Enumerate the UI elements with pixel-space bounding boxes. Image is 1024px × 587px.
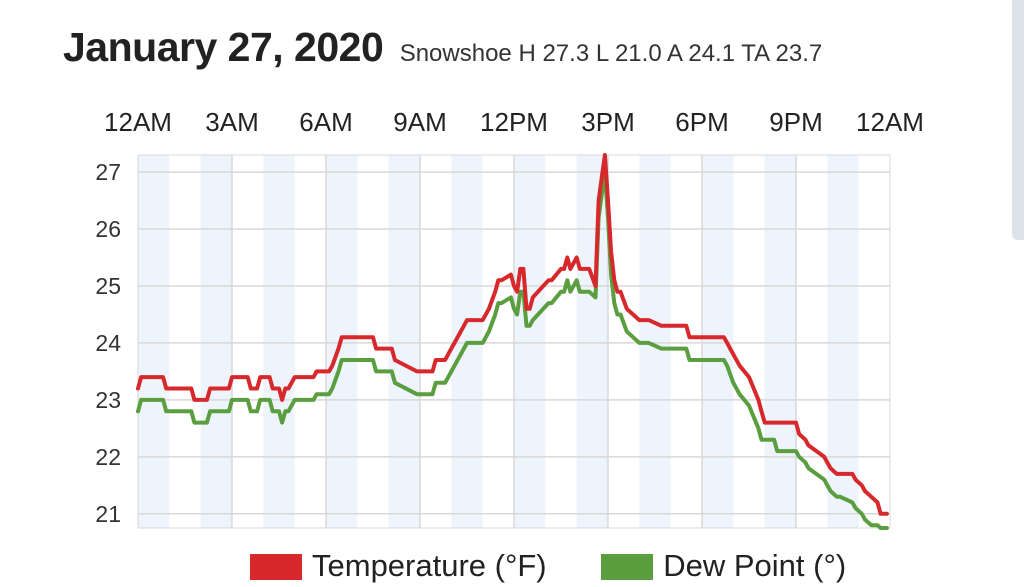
- dewpoint-swatch: [601, 554, 654, 580]
- y-axis-ticks: 27 26 25 24 23 22 21: [95, 159, 121, 527]
- y-tick-label: 26: [95, 216, 121, 242]
- temperature-line: [136, 153, 889, 516]
- hour-band: [764, 155, 796, 528]
- y-tick-label: 22: [95, 444, 121, 470]
- dewpoint-legend-label: Dew Point (°): [663, 548, 847, 583]
- series-lines: [136, 153, 889, 530]
- temperature-swatch: [250, 554, 302, 580]
- x-tick-label: 6PM: [675, 107, 728, 137]
- legend: Temperature (°F) Dew Point (°): [250, 548, 892, 584]
- hour-band: [388, 155, 420, 528]
- window-edge: [1012, 0, 1024, 240]
- y-tick-label: 23: [95, 387, 121, 413]
- station-summary: Snowshoe H 27.3 L 21.0 A 24.1 TA 23.7: [399, 40, 823, 67]
- hour-bands: [138, 155, 859, 528]
- y-tick-label: 25: [95, 273, 121, 299]
- legend-item-dewpoint[interactable]: Dew Point (°): [601, 548, 846, 584]
- x-tick-label: 3AM: [205, 107, 258, 137]
- hour-band: [263, 155, 295, 528]
- x-axis-ticks: 12AM 3AM 6AM 9AM 12PM 3PM 6PM 9PM 12AM: [104, 107, 924, 137]
- x-tick-label: 12PM: [480, 107, 548, 137]
- legend-item-temperature[interactable]: Temperature (°F): [250, 548, 547, 584]
- temperature-legend-label: Temperature (°F): [312, 548, 547, 583]
- hour-band: [138, 155, 170, 528]
- x-tick-label: 3PM: [581, 107, 634, 137]
- page-title: January 27, 2020: [63, 24, 384, 70]
- hour-band: [702, 155, 734, 528]
- y-tick-label: 27: [95, 159, 121, 185]
- x-tick-label: 12AM: [856, 107, 924, 137]
- x-tick-label: 12AM: [104, 107, 172, 137]
- hour-band: [576, 155, 608, 528]
- hour-band: [514, 155, 546, 528]
- x-tick-label: 9AM: [393, 107, 446, 137]
- x-tick-label: 9PM: [769, 107, 822, 137]
- dewpoint-line: [136, 170, 889, 530]
- y-tick-label: 21: [95, 501, 121, 527]
- chart-header: January 27, 2020 Snowshoe H 27.3 L 21.0 …: [63, 24, 822, 71]
- hour-band: [827, 155, 859, 528]
- hour-band: [200, 155, 232, 528]
- y-tick-label: 24: [95, 330, 121, 356]
- x-tick-label: 6AM: [299, 107, 352, 137]
